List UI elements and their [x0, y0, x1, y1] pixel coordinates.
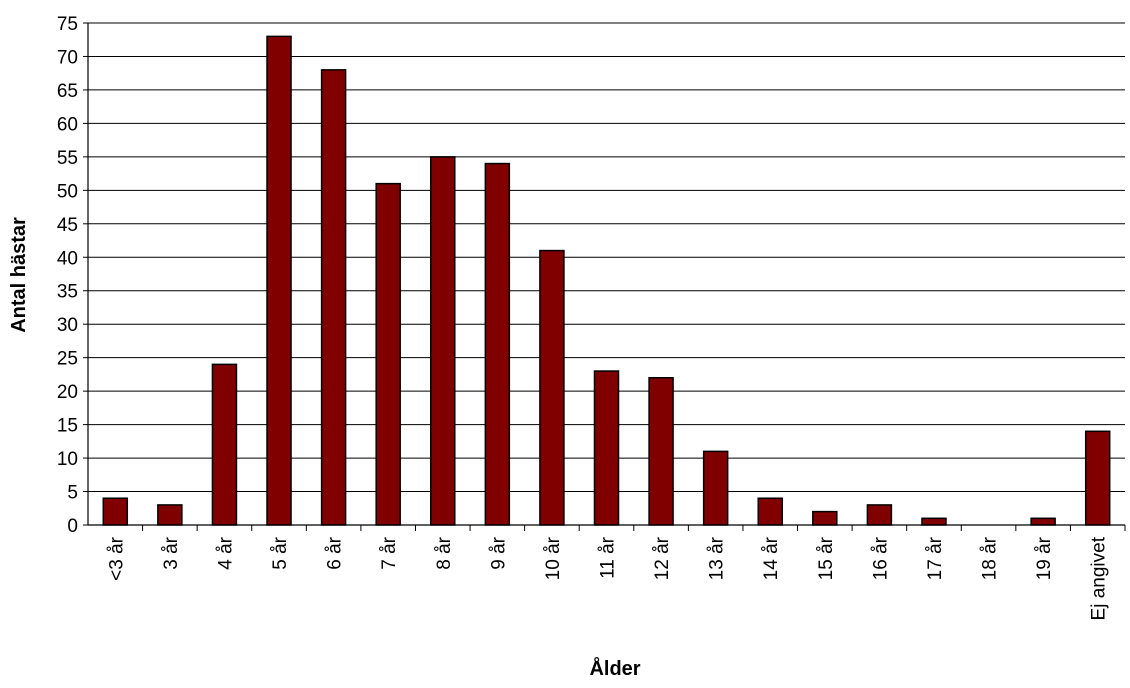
- x-tick-label: 10 år: [543, 536, 564, 580]
- gridlines: [88, 22, 1125, 493]
- x-tick-label: 9 år: [488, 536, 509, 569]
- x-tick-label: 4 år: [215, 536, 236, 569]
- bar: [593, 370, 620, 526]
- x-axis-title: Ålder: [589, 656, 640, 680]
- bar: [266, 35, 292, 526]
- bar: [102, 497, 129, 526]
- bar: [648, 376, 674, 526]
- axes: [83, 22, 1126, 531]
- bar: [157, 504, 183, 526]
- y-tick-label: 45: [57, 215, 78, 236]
- bar: [702, 450, 729, 526]
- y-tick-label: 60: [57, 114, 78, 135]
- y-tick-label: 20: [57, 382, 78, 403]
- x-tick-label: 19 år: [1034, 536, 1055, 580]
- y-tick-label: 15: [57, 416, 78, 437]
- x-tick-label: 12 år: [652, 536, 673, 580]
- y-tick-label: 65: [57, 81, 78, 102]
- bar: [484, 162, 511, 526]
- bar: [211, 363, 238, 526]
- bar: [812, 510, 838, 526]
- x-tick-label: <3 år: [106, 536, 127, 581]
- x-tick-label: 3 år: [161, 536, 182, 569]
- bar: [866, 504, 893, 526]
- y-tick-label: 5: [67, 483, 78, 504]
- x-tick-label: 13 år: [707, 536, 728, 580]
- bar: [430, 156, 456, 526]
- x-tick-label: 14 år: [761, 536, 782, 580]
- y-tick-label: 75: [57, 14, 78, 35]
- y-tick-label: 25: [57, 349, 78, 370]
- bar: [757, 497, 783, 526]
- y-axis-title: Antal hästar: [8, 217, 30, 333]
- y-tick-label: 35: [57, 282, 78, 303]
- bar: [921, 517, 947, 526]
- y-tick-label: 55: [57, 148, 78, 169]
- bar: [1084, 430, 1111, 526]
- y-tick-label: 50: [57, 181, 78, 202]
- x-tick-label: 5 år: [270, 536, 291, 569]
- x-tick-label: 7 år: [379, 536, 400, 569]
- bar: [320, 69, 347, 526]
- bar: [539, 249, 565, 526]
- bar: [1030, 517, 1056, 526]
- x-tick-label: 18 år: [980, 536, 1001, 580]
- x-tick-labels: <3 år 3 år 4 år 5 år 6 år 7 år 8 år 9 år 10 år 11…: [106, 536, 1109, 620]
- y-tick-label: 40: [57, 248, 78, 269]
- x-tick-label: 16 år: [870, 536, 891, 580]
- x-tick-label: 8 år: [434, 536, 455, 569]
- x-tick-label: 6 år: [325, 536, 346, 569]
- x-tick-label: 11 år: [598, 536, 619, 579]
- y-tick-label: 70: [57, 47, 78, 68]
- bar: [375, 182, 401, 526]
- y-tick-label: 10: [57, 449, 78, 470]
- x-tick-label: 15 år: [816, 536, 837, 580]
- y-tick-labels: 0 5 10 15 20 25 30 35 40 45 50 55 60 65 70 75: [57, 14, 78, 537]
- bars: [102, 35, 1111, 526]
- x-tick-label: Ej angivet: [1089, 536, 1110, 620]
- y-tick-label: 30: [57, 315, 78, 336]
- x-tick-label: 17 år: [925, 536, 946, 580]
- y-tick-label: 0: [67, 516, 78, 537]
